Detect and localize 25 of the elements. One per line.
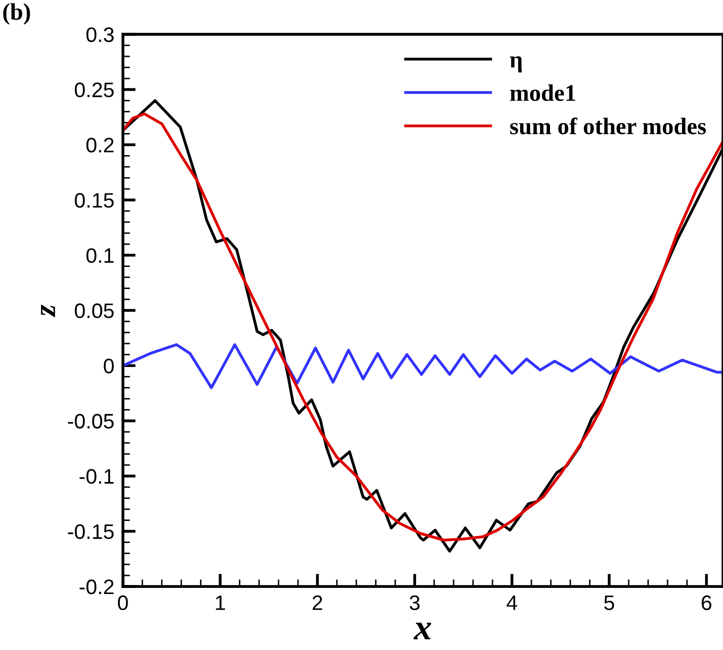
- y-tick-label: -0.1: [80, 469, 114, 484]
- y-tick-label: -0.2: [80, 579, 114, 594]
- y-tick-label: 0: [104, 358, 114, 374]
- x-tick-label: 0: [118, 595, 128, 610]
- y-tick-label: 0.2: [86, 138, 114, 153]
- x-tick-label: 2: [312, 595, 322, 610]
- y-tick-label: 0.15: [74, 192, 114, 208]
- x-tick-label: 1: [216, 596, 225, 610]
- legend-label: sum of other modes: [510, 117, 706, 134]
- y-tick-label: -0.15: [68, 524, 114, 540]
- y-axis-title: z: [41, 304, 56, 318]
- x-tick-label: 6: [702, 595, 712, 610]
- legend-label: mode1: [510, 84, 576, 101]
- x-axis-title: x: [413, 622, 432, 640]
- x-tick-label: 4: [506, 596, 518, 610]
- y-tick-label: -0.05: [68, 414, 114, 429]
- y-tick-label: 0.25: [74, 82, 114, 98]
- y-tick-label: 0.3: [86, 27, 114, 42]
- line-series: [122, 343, 723, 390]
- x-tick-label: 5: [604, 596, 614, 610]
- y-tick-label: 0.1: [86, 248, 114, 263]
- legend-label: η: [510, 56, 522, 72]
- text: (b): [3, 3, 30, 25]
- x-tick-label: 3: [410, 595, 420, 610]
- y-tick-label: 0.05: [74, 303, 114, 318]
